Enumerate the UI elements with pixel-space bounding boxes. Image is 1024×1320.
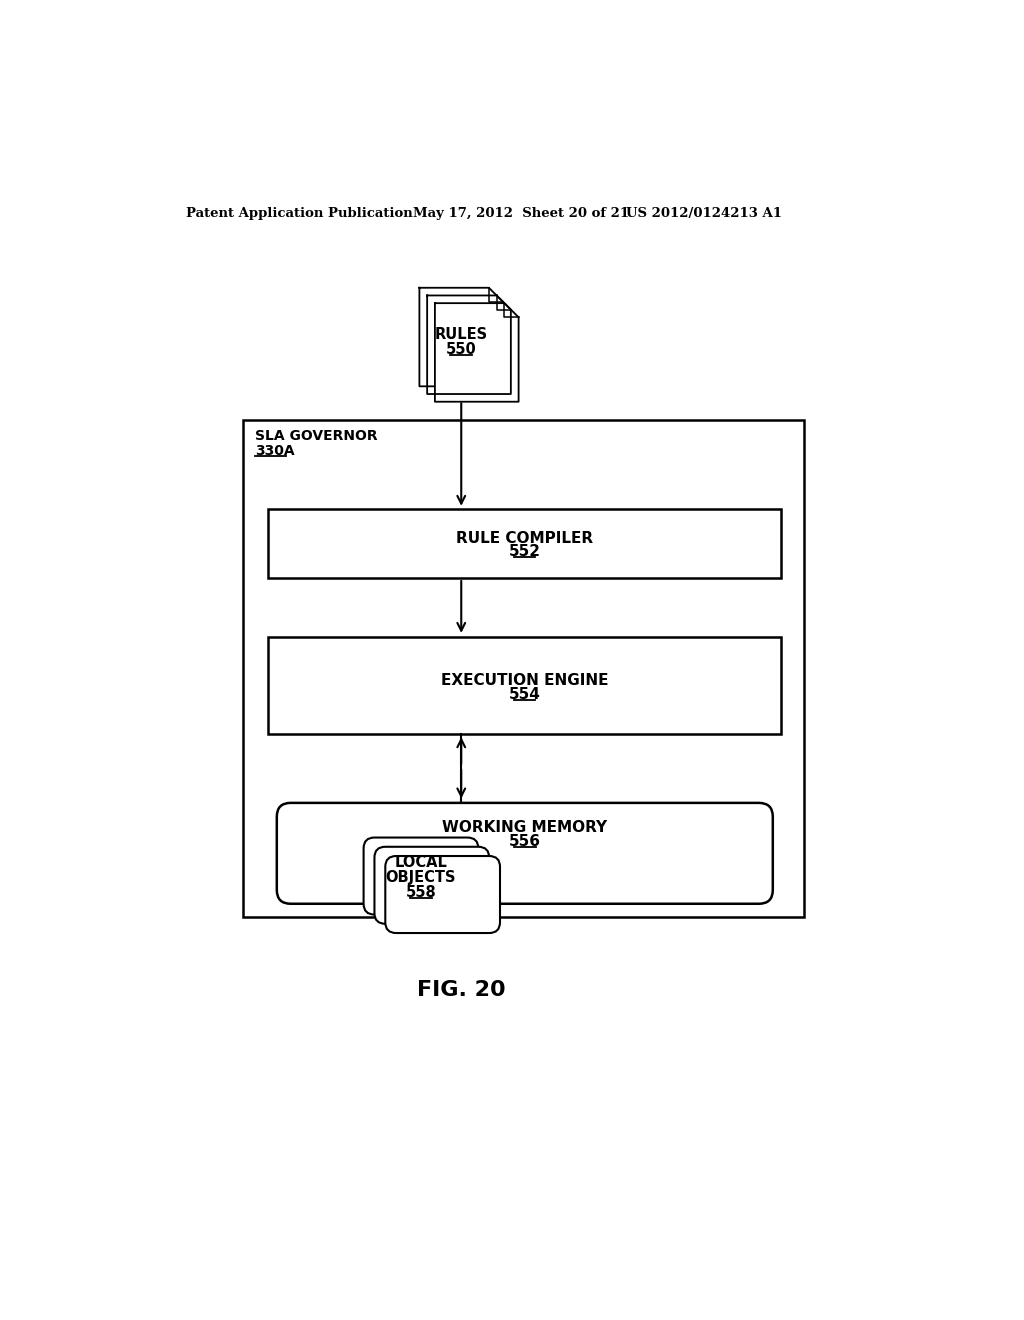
Polygon shape (427, 296, 511, 395)
Text: WORKING MEMORY: WORKING MEMORY (442, 820, 607, 836)
FancyBboxPatch shape (375, 847, 489, 924)
Text: 552: 552 (508, 544, 541, 560)
Text: RULE COMPILER: RULE COMPILER (456, 531, 593, 545)
Text: 330A: 330A (255, 444, 295, 458)
Text: Patent Application Publication: Patent Application Publication (186, 207, 413, 220)
Text: SLA GOVERNOR: SLA GOVERNOR (255, 429, 378, 442)
Text: 550: 550 (445, 342, 476, 356)
Polygon shape (420, 288, 503, 387)
Polygon shape (435, 304, 518, 401)
Text: 556: 556 (509, 834, 541, 849)
FancyBboxPatch shape (267, 508, 781, 578)
Text: May 17, 2012  Sheet 20 of 21: May 17, 2012 Sheet 20 of 21 (414, 207, 630, 220)
Text: RULES: RULES (434, 326, 487, 342)
Text: 558: 558 (406, 884, 436, 900)
Text: 554: 554 (509, 686, 541, 702)
FancyBboxPatch shape (364, 838, 478, 915)
FancyBboxPatch shape (267, 638, 781, 734)
Text: FIG. 20: FIG. 20 (417, 979, 506, 1001)
Text: EXECUTION ENGINE: EXECUTION ENGINE (440, 673, 608, 688)
FancyBboxPatch shape (276, 803, 773, 904)
FancyBboxPatch shape (243, 420, 804, 917)
Text: OBJECTS: OBJECTS (386, 870, 457, 886)
FancyBboxPatch shape (385, 857, 500, 933)
Text: LOCAL: LOCAL (394, 855, 447, 870)
Text: US 2012/0124213 A1: US 2012/0124213 A1 (626, 207, 781, 220)
